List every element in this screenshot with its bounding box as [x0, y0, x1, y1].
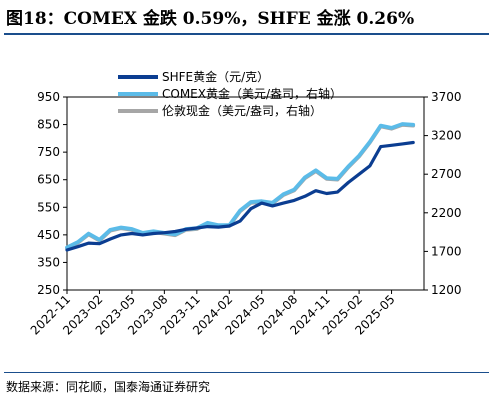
legend: SHFE黄金（元/克） COMEX黄金（美元/盎司，右轴） 伦敦现金（美元/盎司…	[118, 69, 342, 118]
y-right-tick-label: 1200	[431, 283, 462, 297]
y-left-tick-label: 250	[37, 283, 60, 297]
y-left-tick-label: 750	[37, 145, 60, 159]
legend-label-comex: COMEX黄金（美元/盎司，右轴）	[162, 86, 342, 101]
source-rule	[4, 372, 489, 373]
y-right-tick-label: 2700	[431, 167, 462, 181]
y-right-tick-label: 2200	[431, 206, 462, 220]
y-left-tick-label: 350	[37, 255, 60, 269]
y-left-tick-label: 650	[37, 173, 60, 187]
y-left-tick-label: 850	[37, 118, 60, 132]
data-source: 数据来源：同花顺，国泰海通证券研究	[6, 380, 211, 394]
y-right-tick-label: 3700	[431, 90, 462, 104]
gold-price-chart: SHFE黄金（元/克） COMEX黄金（美元/盎司，右轴） 伦敦现金（美元/盎司…	[28, 69, 462, 338]
y-right-tick-label: 3200	[431, 129, 462, 143]
y-left-tick-label: 550	[37, 200, 60, 214]
y-left-tick-label: 950	[37, 90, 60, 104]
series-comex-line	[65, 122, 416, 250]
title-rule	[4, 33, 489, 35]
plot-frame	[66, 96, 425, 291]
legend-label-spot: 伦敦现金（美元/盎司，右轴）	[162, 103, 322, 118]
series-shfe-line	[65, 140, 415, 252]
plot-area: 250 350 450 550 650 750 850 950 1200 1700 2200 2700…	[28, 90, 462, 338]
y-left-tick-label: 450	[37, 228, 60, 242]
y-right-tick-label: 1700	[431, 244, 462, 258]
legend-label-shfe: SHFE黄金（元/克）	[162, 69, 269, 84]
figure-title: 图18：COMEX 金跌 0.59%，SHFE 金涨 0.26%	[6, 9, 415, 29]
